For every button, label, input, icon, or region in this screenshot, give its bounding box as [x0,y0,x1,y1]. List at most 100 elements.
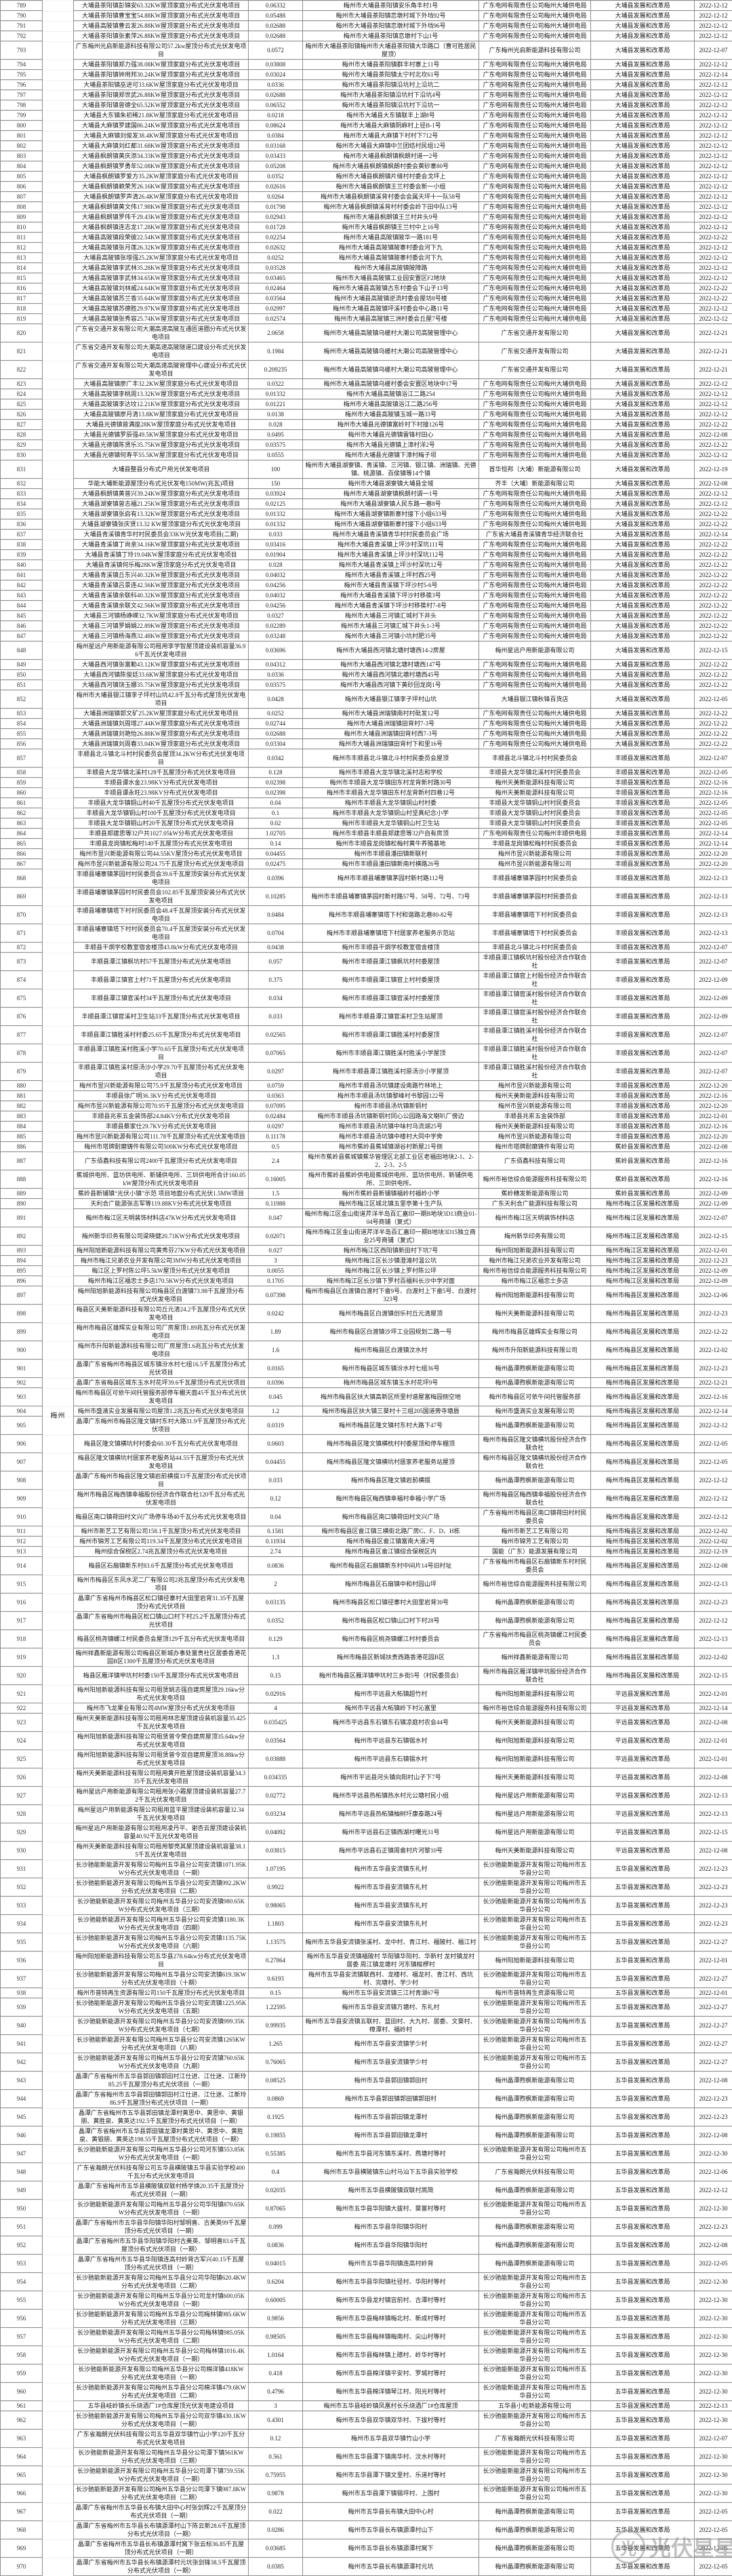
cell-capacity: 0.04 [249,1508,303,1526]
cell-company: 广东电网有限责任公司梅州大埔供电局 [479,570,591,580]
cell-date: 2022-12-05 [695,768,732,778]
cell-authority: 蕉岭县发展和改革局 [591,1142,695,1152]
cell-address: 梅州市梅江区长沙镇下罗村百福科长沙中学对面 [303,1276,479,1286]
cell-capacity: 0.03696 [249,641,303,660]
cell-capacity: 0.209235 [249,361,303,379]
cell-project: 梅州天美新能源科技有限公司租用黎亮其屋顶建设装机容量38.15千瓦光伏发电项目 [74,1842,249,1860]
cell-date: 2022-12-23 [695,1593,732,1612]
cell-date: 2022-12-20 [695,849,732,859]
cell-address: 梅州市梅县区畲江镇三横街北路厂房C、F、D、H栋 [303,1526,479,1537]
cell-capacity: 1.07195 [249,1860,303,1878]
cell-date: 2022-12-13 [695,888,732,906]
cell-capacity: 0.0396 [249,869,303,888]
cell-project: 大埔县洲瑞镇刘艳怡26.88KW屋顶家庭分布式光伏发电项目 [74,729,249,739]
cell-authority: 大埔县发展和改革局 [591,31,695,41]
cell-date: 2022-12-27 [695,2053,732,2072]
cell-date: 2022-12-22 [695,1323,732,1341]
cell-address: 梅州市大埔县三河镇汇城下井头1-3号 [303,621,479,631]
cell-company: 广东电网有限责任公司梅州大埔供电局 [479,540,591,550]
cell-date: 2022-12-08 [695,1768,732,1787]
cell-date: 2022-12-15 [695,641,732,660]
cell-seq: 912 [1,1537,43,1547]
cell-address: 梅州市大埔县洲瑞镇田背村西7-3号 [303,729,479,739]
cell-seq: 851 [1,680,43,690]
cell-address: 梅州市大埔县茶阳镇沿坑村上沿坑二 [303,80,479,90]
cell-authority: 大埔县发展和改革局 [591,641,695,660]
cell-authority: 大埔县发展和改革局 [591,212,695,222]
cell-capacity: 0.0264 [249,192,303,202]
cell-date: 2022-12-05 [695,2558,732,2576]
cell-address: 梅州市大埔县青溪镇上坪沙村深坑111号 [303,540,479,550]
cell-date: 2022-12-08 [695,1842,732,1860]
cell-date: 2022-12-22 [695,580,732,591]
cell-capacity: 1.5 [249,1189,303,1199]
cell-company: 广东电网有限责任公司梅州大埔供电局 [479,253,591,263]
cell-company: 广东省交通开发有限公司 [479,324,591,342]
cell-capacity: 0.0352 [249,1612,303,1630]
cell-address: 梅州市大埔县高陂镇逆流村委会屋坊8号楼 [303,294,479,304]
cell-date: 2022-12-01 [695,1951,732,1970]
cell-date: 2022-12-30 [695,2484,732,2503]
cell-authority: 五华县发展和改革局 [591,1878,695,1897]
cell-project: 大埔县高陂镇李武林35.28KW屋顶家庭分布式光伏发电项目 [74,263,249,273]
cell-date: 2022-12-05 [695,808,732,818]
cell-project: 晶潭广东省梅州市梅县区城东镇汾水村七组16.5千瓦屋顶分布式光伏项目 [74,1360,249,1378]
cell-authority: 梅州市梅江区发展和改革局 [591,1256,695,1266]
cell-authority: 大埔县发展和改革局 [591,719,695,729]
cell-company: 齐丰（大埔）新能源有限公司 [479,479,591,489]
cell-date: 2022-12-13 [695,2401,732,2411]
cell-seq: 853 [1,709,43,719]
cell-company: 梅州阳旭新能源科技有限公司 [479,1246,591,1256]
cell-capacity: 0.04032 [249,591,303,601]
cell-capacity: 0.034 [249,989,303,1008]
cell-project: 梅州星远户用新能源有限公司租用张小霞屋顶建设装机容量27.72千瓦光伏发电项目 [74,1787,249,1805]
cell-project: 大埔县青溪镇丘东兴40.32KW屋顶家庭分布式光伏发电项目 [74,570,249,580]
cell-seq: 799 [1,111,43,121]
cell-address: 梅州市梅县区白渡镇沙坪工业园规划二路一号 [303,1323,479,1341]
cell-seq: 810 [1,222,43,233]
cell-date: 2022-12-08 [695,479,732,489]
cell-seq: 867 [1,859,43,869]
cell-capacity: 0.4 [249,2163,303,2181]
cell-authority: 大埔县发展和改革局 [591,489,695,499]
cell-capacity: 0.047 [249,1209,303,1227]
cell-company: 长沙驰能新能源开发有限公司梅州市五华县分公司 [479,2328,591,2346]
cell-authority: 平远县发展和改革局 [591,1823,695,1842]
cell-seq: 889 [1,1189,43,1199]
cell-seq: 930 [1,1842,43,1860]
cell-address: 梅州市梅县区畲江镇富南大道2号 [303,1537,479,1547]
cell-project: 丰顺县潭江镇胜溪村村委25.65千瓦屋顶分布式光伏发电项目 [74,1026,249,1044]
cell-seq: 937 [1,1970,43,1988]
cell-seq: 827 [1,420,43,430]
cell-address: 梅州市大埔县茶阳镇群丰村寨上11号 [303,60,479,70]
cell-seq: 897 [1,1286,43,1305]
cell-project: 丰顺县北斗镇北斗村村民委员会屋顶34.2KW分布式光伏发电项目 [74,749,249,768]
cell-seq: 820 [1,324,43,342]
cell-capacity: 1.0164 [249,2346,303,2364]
cell-authority: 大埔县发展和改革局 [591,222,695,233]
cell-seq: 875 [1,989,43,1008]
cell-authority: 五华县发展和改革局 [591,1897,695,1915]
cell-project: 广东省交通开发有限公司大潮高速高陂管理中心建设分布式光伏发电项目 [74,361,249,379]
cell-project: 大埔县青溪镇丁玲19.04KW屋顶家庭分布式光伏发电项目 [74,550,249,560]
cell-date: 2022-12-21 [695,324,732,342]
cell-address: 梅州市丰顺县汤坑镇中楼村大同中学旁 [303,1132,479,1142]
cell-authority: 丰顺县发展和改革局 [591,839,695,849]
cell-project: 大埔县枫朗镇罗勇年52.08KW屋顶家庭分布式光伏发电项目 [74,161,249,172]
cell-authority: 梅州市梅县区发展和改革局 [591,1406,695,1416]
cell-date: 2022-12-16 [695,1122,732,1132]
cell-authority: 五华县发展和改革局 [591,2163,695,2181]
cell-authority: 五华县发展和改革局 [591,2364,695,2383]
